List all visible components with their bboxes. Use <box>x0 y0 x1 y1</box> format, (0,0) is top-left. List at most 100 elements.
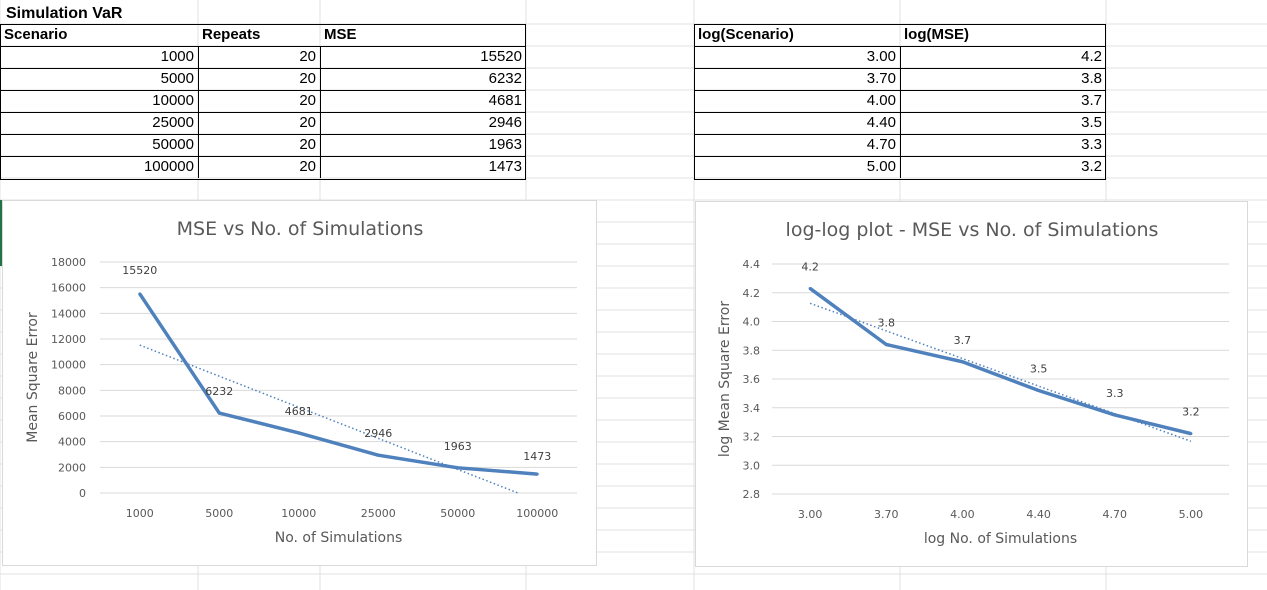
chart1-x-tick: 5000 <box>205 507 233 520</box>
chart-loglog[interactable]: log-log plot - MSE vs No. of Simulations… <box>695 201 1248 567</box>
chart2-y-tick: 3.4 <box>743 402 761 415</box>
table-mse-cell[interactable]: 15520 <box>480 48 522 65</box>
chart2-data-point[interactable] <box>960 360 964 364</box>
chart1-trendline <box>139 344 519 494</box>
table-mse-cell[interactable]: 4681 <box>488 92 522 109</box>
chart2-data-point[interactable] <box>1037 389 1041 392</box>
table-mse-cell[interactable]: 2946 <box>488 114 522 131</box>
chart1-x-tick: 10000 <box>281 507 316 520</box>
table-mse-cell[interactable]: 20 <box>299 158 316 175</box>
table-mse-cell[interactable]: 100000 <box>143 158 194 175</box>
table-mse-row-border <box>0 90 526 91</box>
chart2-x-tick: 3.00 <box>798 508 823 521</box>
table-mse-row-border <box>0 156 526 157</box>
table-log-header-1[interactable]: log(MSE) <box>904 26 969 43</box>
table-mse-cell[interactable]: 20 <box>299 70 316 87</box>
chart1-x-label: No. of Simulations <box>275 530 403 546</box>
chart1-y-tick: 2000 <box>58 461 86 474</box>
table-mse-header-1[interactable]: Repeats <box>202 26 261 43</box>
chart1-y-tick: 6000 <box>58 410 86 423</box>
chart2-y-tick: 3.0 <box>743 459 761 472</box>
table-mse-row-border <box>0 46 526 47</box>
table-log-cell[interactable]: 4.40 <box>866 114 896 131</box>
chart2-svg: log-log plot - MSE vs No. of Simulations… <box>717 219 1229 547</box>
chart2-x-tick: 4.40 <box>1026 508 1051 521</box>
chart1-data-label: 15520 <box>122 264 157 277</box>
table-mse-cell[interactable]: 6232 <box>488 70 522 87</box>
table-mse-cell[interactable]: 20 <box>299 92 316 109</box>
chart1-y-tick: 16000 <box>51 282 86 295</box>
chart1-y-tick: 4000 <box>58 436 86 449</box>
chart1-series-line[interactable] <box>138 292 538 476</box>
chart2-x-tick: 4.70 <box>1103 508 1128 521</box>
table-log-cell[interactable]: 3.8 <box>1081 70 1102 87</box>
chart2-data-point[interactable] <box>808 286 812 290</box>
table-log-col-border <box>900 46 901 178</box>
table-mse-col-border <box>320 46 321 178</box>
chart1-data-point[interactable] <box>217 411 221 415</box>
table-mse-header-0[interactable]: Scenario <box>4 26 68 43</box>
table-log-cell[interactable]: 3.2 <box>1081 158 1102 175</box>
table-mse-cell[interactable]: 20 <box>299 48 316 65</box>
chart1-svg: MSE vs No. of Simulations 0 2000 4000 6000 80… <box>25 218 577 546</box>
table-mse-cell[interactable]: 25000 <box>152 114 194 131</box>
chart1-data-label: 1963 <box>444 440 472 453</box>
chart2-x-tick: 3.70 <box>874 508 899 521</box>
table-log-cell[interactable]: 3.70 <box>866 70 896 87</box>
chart2-data-label: 4.2 <box>801 260 819 273</box>
chart1-y-tick: 8000 <box>58 384 86 397</box>
chart2-y-tick: 4.0 <box>743 316 761 329</box>
chart1-y-label: Mean Square Error <box>25 312 41 443</box>
chart1-x-tick: 25000 <box>361 507 396 520</box>
table-mse-row-border <box>0 134 526 135</box>
chart1-title: MSE vs No. of Simulations <box>177 218 424 240</box>
table-log-cell[interactable]: 4.2 <box>1081 48 1102 65</box>
table-log-cell[interactable]: 4.70 <box>866 136 896 153</box>
table-mse-cell[interactable]: 10000 <box>152 92 194 109</box>
table-log-cell[interactable]: 4.00 <box>866 92 896 109</box>
chart1-x-tick: 50000 <box>440 507 475 520</box>
chart1-data-label: 1473 <box>523 450 551 463</box>
table-log-header-0[interactable]: log(Scenario) <box>698 26 794 43</box>
table-log-cell[interactable]: 3.7 <box>1081 92 1102 109</box>
active-cell-indicator <box>0 200 3 266</box>
chart2-trendline <box>809 302 1192 442</box>
sheet-title[interactable]: Simulation VaR <box>6 5 123 22</box>
chart-mse-vs-simulations[interactable]: MSE vs No. of Simulations 0 2000 4000 6000 80… <box>2 200 597 566</box>
chart2-y-tick: 3.6 <box>743 373 761 386</box>
table-mse-cell[interactable]: 50000 <box>152 136 194 153</box>
chart1-data-label: 4681 <box>285 405 313 418</box>
chart2-y-tick: 3.2 <box>743 431 761 444</box>
chart1-y-tick: 0 <box>79 487 86 500</box>
table-mse-cell[interactable]: 1000 <box>160 48 194 65</box>
chart2-x-label: log No. of Simulations <box>924 531 1077 547</box>
chart1-data-point[interactable] <box>297 431 301 435</box>
chart2-data-point[interactable] <box>1189 432 1193 436</box>
chart2-data-label: 3.5 <box>1030 363 1048 376</box>
table-mse-col-border <box>198 46 199 178</box>
chart1-data-point[interactable] <box>138 292 142 296</box>
chart2-y-tick: 2.8 <box>743 488 761 501</box>
table-log-cell[interactable]: 5.00 <box>866 158 896 175</box>
table-mse-cell[interactable]: 20 <box>299 114 316 131</box>
table-mse-header-2[interactable]: MSE <box>324 26 357 43</box>
chart2-y-tick: 3.8 <box>743 344 761 357</box>
table-mse-cell[interactable]: 5000 <box>160 70 194 87</box>
chart2-x-tick: 4.00 <box>950 508 975 521</box>
chart2-data-label: 3.8 <box>878 317 896 330</box>
chart1-data-point[interactable] <box>535 472 539 476</box>
table-mse-cell[interactable]: 1473 <box>488 158 522 175</box>
chart1-data-point[interactable] <box>376 453 380 457</box>
table-mse <box>0 24 526 180</box>
chart1-x-tick: 1000 <box>126 507 154 520</box>
chart2-data-point[interactable] <box>884 343 888 346</box>
table-mse-cell[interactable]: 1963 <box>488 136 522 153</box>
table-mse-cell[interactable]: 20 <box>299 136 316 153</box>
table-log-cell[interactable]: 3.3 <box>1081 136 1102 153</box>
table-log-cell[interactable]: 3.5 <box>1081 114 1102 131</box>
table-log <box>694 24 1106 180</box>
chart2-series-line[interactable] <box>809 287 1192 436</box>
chart2-y-tick: 4.2 <box>743 287 761 300</box>
chart2-data-label: 3.7 <box>954 334 972 347</box>
table-log-cell[interactable]: 3.00 <box>866 48 896 65</box>
